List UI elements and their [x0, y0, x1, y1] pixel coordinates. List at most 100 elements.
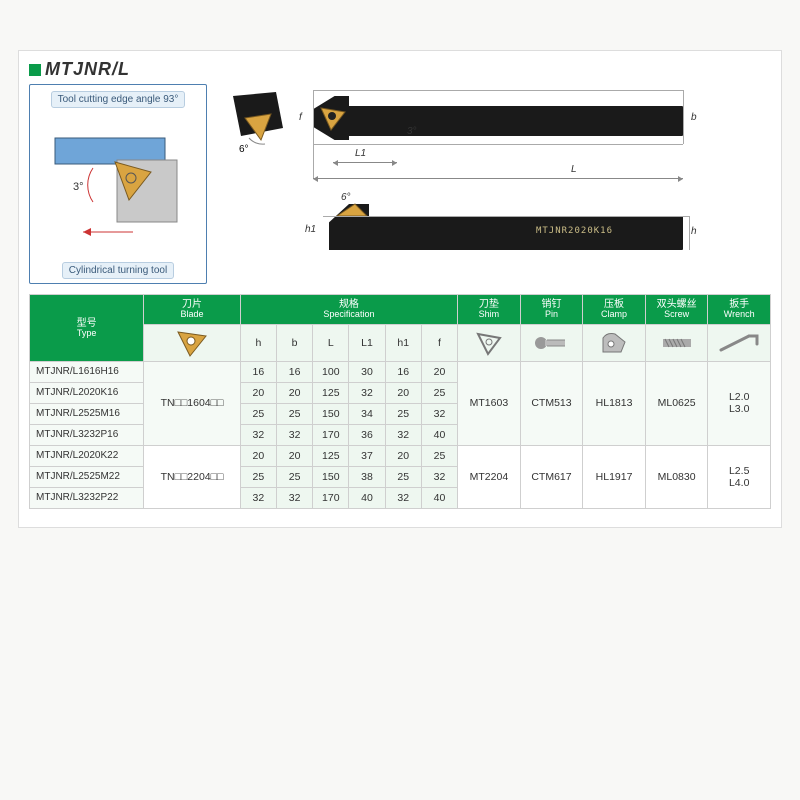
table-body: MTJNR/L1616H16TN□□1604□□1616100301620MT1…: [30, 361, 771, 508]
cell-type: MTJNR/L2020K16: [30, 382, 144, 403]
cell-L: 125: [313, 445, 349, 466]
cell-pin: CTM513: [520, 361, 583, 445]
cell-L1: 38: [349, 466, 385, 487]
svg-text:6°: 6°: [239, 144, 249, 155]
cell-f: 25: [421, 445, 457, 466]
table-row: MTJNR/L2020K22TN□□2204□□2020125372025MT2…: [30, 445, 771, 466]
callout-top-label: Tool cutting edge angle 93°: [51, 91, 186, 108]
cell-blade: TN□□2204□□: [144, 445, 241, 508]
cell-h1: 25: [385, 466, 421, 487]
cell-b: 16: [276, 361, 312, 382]
screw-icon: [645, 324, 708, 361]
callout-bottom-label: Cylindrical turning tool: [62, 262, 174, 279]
spec-card: MTJNR/L Tool cutting edge angle 93° 3°: [18, 50, 782, 528]
col-L1: L1: [349, 324, 385, 361]
cell-h: 32: [240, 487, 276, 508]
insert-perspective-icon: 6°: [221, 88, 291, 158]
insert-top-icon: [317, 104, 351, 134]
col-pin: 销钉Pin: [520, 295, 583, 325]
cell-shim: MT2204: [458, 445, 521, 508]
cell-h1: 32: [385, 487, 421, 508]
col-wrench: 扳手Wrench: [708, 295, 771, 325]
cell-type: MTJNR/L2020K22: [30, 445, 144, 466]
cell-f: 32: [421, 466, 457, 487]
title-row: MTJNR/L: [29, 59, 771, 80]
callout-box: Tool cutting edge angle 93° 3°: [29, 84, 207, 284]
cell-blade: TN□□1604□□: [144, 361, 241, 445]
cell-L1: 30: [349, 361, 385, 382]
product-title: MTJNR/L: [45, 59, 130, 80]
dim-h1: h1: [305, 224, 316, 235]
cell-f: 25: [421, 382, 457, 403]
cell-shim: MT1603: [458, 361, 521, 445]
dim-L-line: [313, 178, 683, 179]
cell-L: 125: [313, 382, 349, 403]
cell-L1: 40: [349, 487, 385, 508]
col-screw: 双头螺丝Screw: [645, 295, 708, 325]
cell-L1: 37: [349, 445, 385, 466]
table-row: MTJNR/L1616H16TN□□1604□□1616100301620MT1…: [30, 361, 771, 382]
technical-drawings: 6° f b 3° L1 L MTJNR2020K16: [221, 84, 771, 284]
toolholder-top-view: [333, 106, 683, 136]
cell-b: 25: [276, 403, 312, 424]
brand-square-icon: [29, 64, 41, 76]
col-h: h: [240, 324, 276, 361]
cell-pin: CTM617: [520, 445, 583, 508]
cell-b: 25: [276, 466, 312, 487]
cell-h: 32: [240, 424, 276, 445]
cell-clamp: HL1917: [583, 445, 646, 508]
col-type: 型号Type: [30, 295, 144, 362]
cell-h: 25: [240, 403, 276, 424]
col-spec: 规格Specification: [240, 295, 457, 325]
dim-L: L: [571, 164, 577, 175]
engraving-text: MTJNR2020K16: [536, 226, 613, 236]
cell-type: MTJNR/L3232P16: [30, 424, 144, 445]
cell-b: 20: [276, 445, 312, 466]
col-clamp: 压板Clamp: [583, 295, 646, 325]
blade-icon: [144, 324, 241, 361]
dim-h: h: [691, 226, 697, 237]
cell-f: 40: [421, 487, 457, 508]
cell-type: MTJNR/L2525M22: [30, 466, 144, 487]
col-b: b: [276, 324, 312, 361]
cell-type: MTJNR/L1616H16: [30, 361, 144, 382]
cutting-angle-icon: 3°: [43, 120, 193, 250]
col-f: f: [421, 324, 457, 361]
cell-clamp: HL1813: [583, 361, 646, 445]
cell-L1: 36: [349, 424, 385, 445]
cell-type: MTJNR/L3232P22: [30, 487, 144, 508]
cell-b: 32: [276, 487, 312, 508]
cell-h1: 25: [385, 403, 421, 424]
col-shim: 刀垫Shim: [458, 295, 521, 325]
cell-type: MTJNR/L2525M16: [30, 403, 144, 424]
cell-h: 25: [240, 466, 276, 487]
cell-wrench: L2.5 L4.0: [708, 445, 771, 508]
dim-angle-b: 3°: [407, 126, 417, 137]
cell-h: 20: [240, 382, 276, 403]
cell-f: 40: [421, 424, 457, 445]
dim-f: f: [299, 112, 302, 123]
cell-L: 170: [313, 424, 349, 445]
col-h1: h1: [385, 324, 421, 361]
cell-h: 16: [240, 361, 276, 382]
shim-icon: [458, 324, 521, 361]
dim-b: b: [691, 112, 697, 123]
cell-f: 32: [421, 403, 457, 424]
table-head: 型号Type 刀片Blade 规格Specification 刀垫Shim 销钉…: [30, 295, 771, 362]
col-blade: 刀片Blade: [144, 295, 241, 325]
dim-angle-c: 6°: [341, 192, 351, 203]
cell-h: 20: [240, 445, 276, 466]
angle-3-label: 3°: [73, 181, 84, 193]
cell-screw: ML0625: [645, 361, 708, 445]
diagram-area: Tool cutting edge angle 93° 3°: [29, 84, 771, 284]
cell-L: 100: [313, 361, 349, 382]
dim-L1: L1: [355, 148, 366, 159]
pin-icon: [520, 324, 583, 361]
cell-b: 20: [276, 382, 312, 403]
toolholder-side-view: MTJNR2020K16: [353, 216, 683, 250]
cell-wrench: L2.0 L3.0: [708, 361, 771, 445]
cell-b: 32: [276, 424, 312, 445]
wrench-icon: [708, 324, 771, 361]
col-L: L: [313, 324, 349, 361]
clamp-icon: [583, 324, 646, 361]
